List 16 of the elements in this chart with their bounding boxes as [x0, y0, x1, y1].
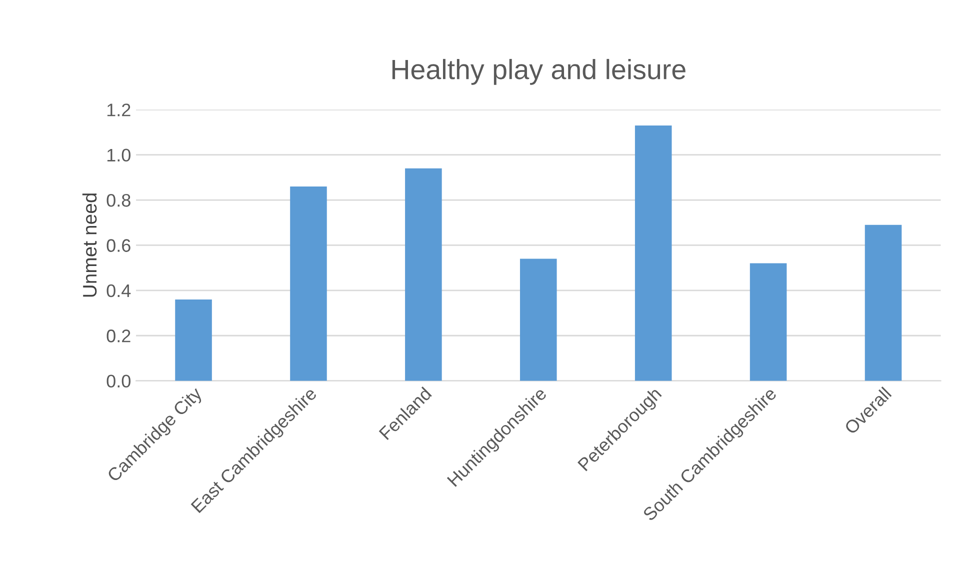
y-axis-title: Unmet need	[82, 194, 97, 297]
y-tick-label: 0.6	[106, 239, 130, 252]
bar	[864, 224, 902, 381]
y-tick-label: 0.2	[106, 330, 130, 342]
chart-title: Healthy play and leisure	[392, 58, 686, 85]
bar	[750, 263, 787, 381]
y-tick-label: 1.0	[107, 148, 130, 162]
y-tick-label: 0.8	[106, 194, 130, 207]
bar	[634, 125, 672, 381]
y-tick-label: 0.4	[106, 284, 131, 298]
bar	[290, 186, 327, 381]
bar	[405, 168, 442, 381]
y-tick-label: 1.2	[107, 104, 130, 116]
bar	[175, 299, 212, 381]
y-tick-label: 0.0	[106, 374, 130, 388]
bar	[520, 258, 557, 381]
